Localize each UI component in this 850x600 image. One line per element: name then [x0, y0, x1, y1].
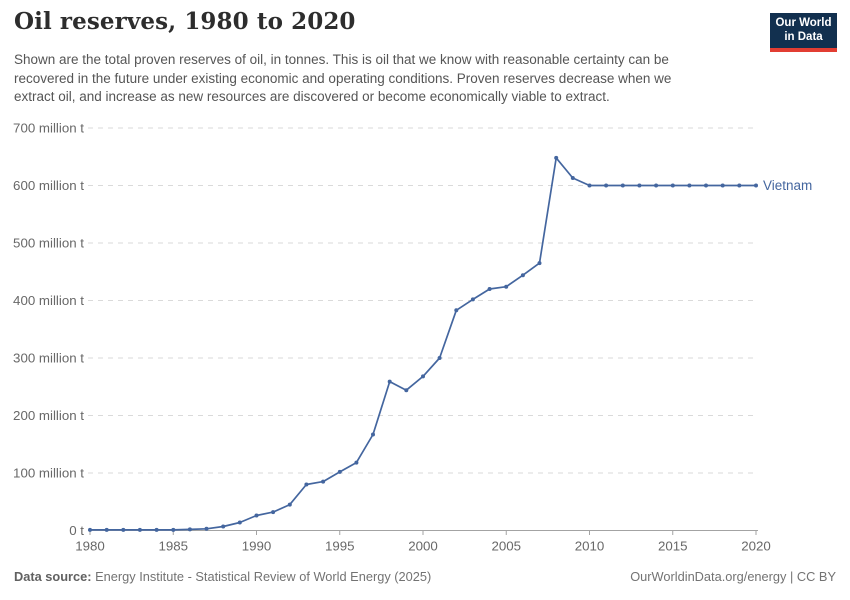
- data-point[interactable]: [454, 308, 459, 313]
- y-tick-label: 500 million t: [13, 236, 84, 251]
- subtitle-line: recovered in the future under existing e…: [14, 70, 672, 86]
- data-point[interactable]: [737, 183, 742, 188]
- data-point[interactable]: [654, 183, 659, 188]
- data-point[interactable]: [387, 379, 392, 384]
- y-tick-label: 600 million t: [13, 178, 84, 193]
- x-tick-label: 1995: [325, 539, 355, 554]
- data-point[interactable]: [404, 388, 409, 393]
- data-point[interactable]: [88, 527, 92, 532]
- x-tick-label: 1980: [75, 539, 105, 554]
- line-chart[interactable]: 0 t 100 million t 200 million t 300 million…: [0, 118, 850, 560]
- data-point[interactable]: [487, 287, 492, 291]
- chart-subtitle: Shown are the total proven reserves of o…: [14, 51, 774, 107]
- owid-logo-line2: in Data: [784, 30, 823, 43]
- data-point[interactable]: [354, 460, 359, 465]
- data-point[interactable]: [570, 176, 575, 180]
- data-point[interactable]: [154, 527, 159, 532]
- data-point[interactable]: [620, 183, 625, 188]
- y-tick-label: 300 million t: [13, 351, 84, 366]
- page-title: Oil reserves, 1980 to 2020: [14, 8, 356, 35]
- y-tick-label: 200 million t: [13, 408, 84, 423]
- data-point[interactable]: [171, 527, 176, 532]
- data-point[interactable]: [437, 356, 442, 360]
- data-point[interactable]: [104, 527, 109, 532]
- x-tick-label: 1985: [158, 539, 188, 554]
- data-point[interactable]: [371, 432, 375, 437]
- x-tick-label: 1990: [242, 539, 272, 554]
- data-point[interactable]: [604, 183, 609, 188]
- data-point[interactable]: [337, 469, 342, 474]
- owid-logo-line1: Our World: [775, 17, 832, 29]
- data-point[interactable]: [537, 261, 542, 266]
- data-source-label: Data source:: [14, 569, 92, 584]
- y-tick-label: 100 million t: [13, 466, 84, 481]
- subtitle-line: extract oil, and increase as new resourc…: [14, 89, 610, 104]
- x-tick-label: 2000: [408, 539, 438, 554]
- x-tick-label: 2020: [741, 539, 771, 554]
- data-point[interactable]: [504, 284, 509, 289]
- data-point[interactable]: [670, 183, 675, 188]
- data-point[interactable]: [554, 155, 559, 160]
- data-point[interactable]: [137, 527, 142, 532]
- data-point[interactable]: [221, 524, 226, 529]
- data-point[interactable]: [254, 513, 259, 518]
- series-label[interactable]: Vietnam: [763, 178, 812, 193]
- data-point[interactable]: [321, 479, 326, 484]
- data-source-text: Energy Institute - Statistical Review of…: [95, 569, 432, 584]
- data-point[interactable]: [421, 374, 425, 379]
- data-point[interactable]: [587, 183, 592, 188]
- data-point[interactable]: [287, 502, 292, 507]
- y-tick-label: 0 t: [69, 523, 84, 538]
- owid-logo: Our World in Data: [770, 13, 837, 52]
- attribution-link[interactable]: OurWorldinData.org/energy | CC BY: [630, 569, 836, 584]
- data-point[interactable]: [470, 297, 475, 302]
- data-point[interactable]: [237, 520, 242, 525]
- data-point[interactable]: [187, 527, 192, 532]
- chart-footer: Data source: Energy Institute - Statisti…: [14, 569, 836, 584]
- data-line[interactable]: [90, 157, 756, 531]
- data-point[interactable]: [520, 273, 525, 278]
- data-point[interactable]: [304, 482, 309, 487]
- data-point[interactable]: [687, 183, 692, 188]
- data-point[interactable]: [720, 183, 725, 188]
- y-tick-label: 700 million t: [13, 121, 84, 136]
- data-point[interactable]: [204, 526, 209, 531]
- data-point[interactable]: [121, 527, 126, 532]
- data-point[interactable]: [754, 183, 758, 188]
- x-tick-label: 2015: [658, 539, 688, 554]
- subtitle-line: Shown are the total proven reserves of o…: [14, 52, 669, 67]
- y-tick-label: 400 million t: [13, 293, 84, 308]
- x-tick-label: 2005: [491, 539, 521, 554]
- x-tick-label: 2010: [575, 539, 605, 554]
- data-point[interactable]: [637, 183, 642, 188]
- data-point[interactable]: [704, 183, 708, 188]
- data-source: Data source: Energy Institute - Statisti…: [14, 569, 431, 584]
- data-point[interactable]: [271, 510, 276, 515]
